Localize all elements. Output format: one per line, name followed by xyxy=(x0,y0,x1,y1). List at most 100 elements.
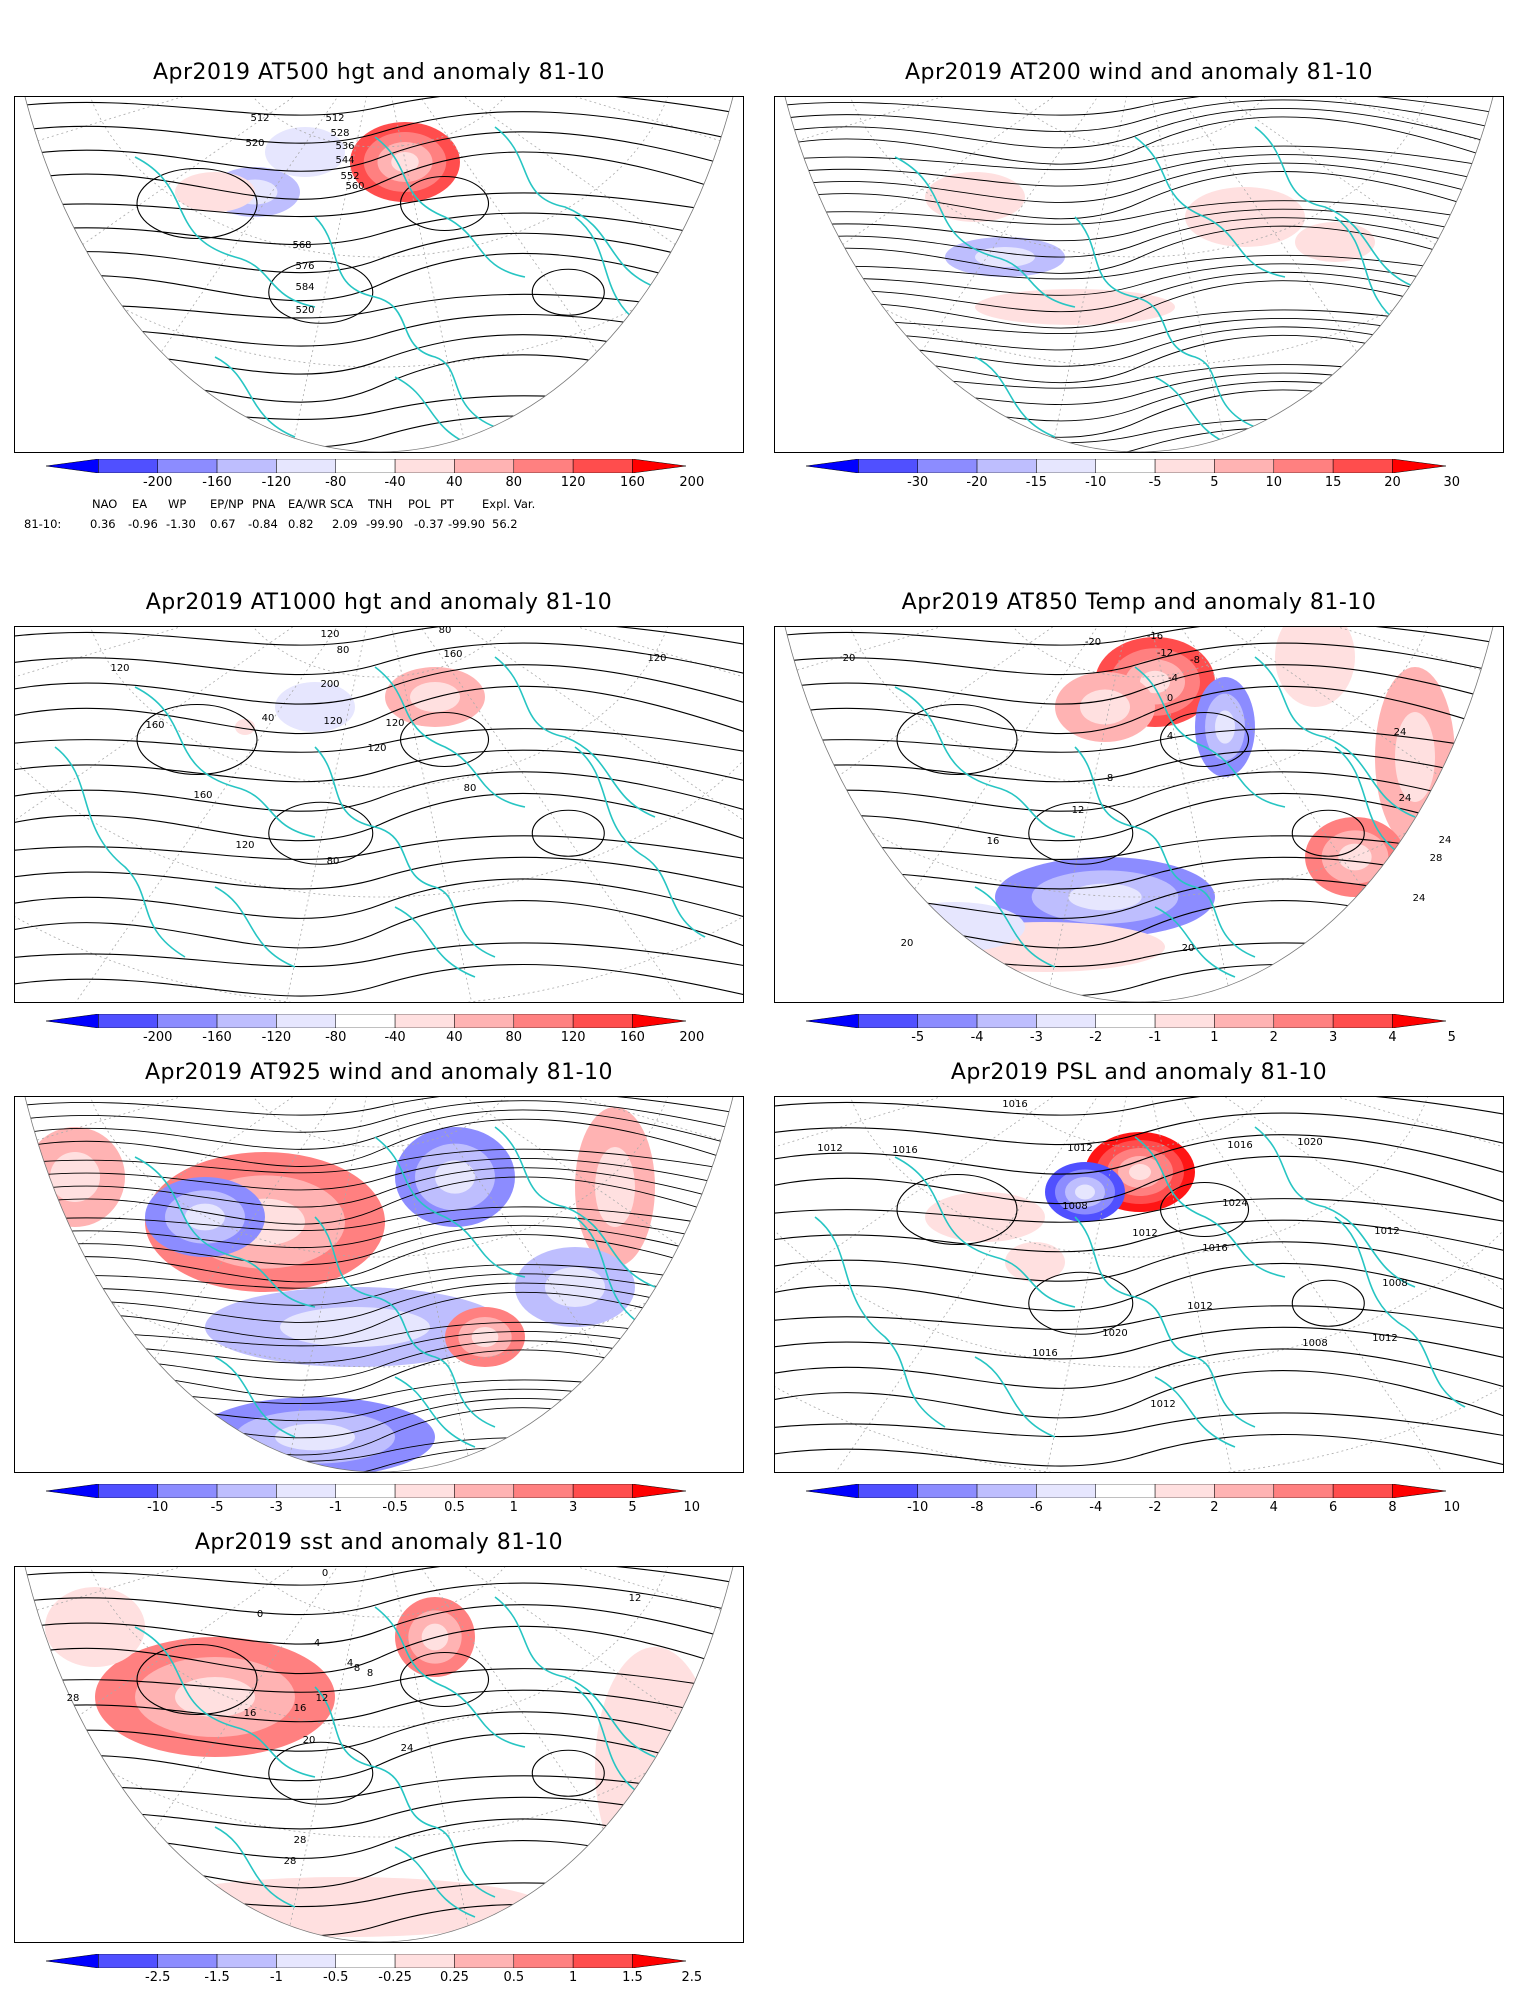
at850-contour-line xyxy=(775,964,1503,998)
tele-value: -0.96 xyxy=(128,517,158,531)
at1000-contour-label: 120 xyxy=(235,840,254,851)
at1000-contour-line xyxy=(15,792,743,842)
at850-contour-label: -20 xyxy=(1085,637,1101,648)
psl-colorbar-tick: 10 xyxy=(1443,1500,1461,1515)
at200-streamline xyxy=(775,372,1503,407)
at925-colorbar-swatch xyxy=(216,1484,277,1498)
psl-colorbar-tick: 8 xyxy=(1388,1500,1397,1515)
at500-contour-label: 528 xyxy=(330,128,349,139)
psl-contour-label: 1016 xyxy=(1202,1243,1227,1254)
at1000-contour-closed xyxy=(531,809,605,857)
sst-contour-label: 4 xyxy=(314,1638,320,1649)
at850-contour-line xyxy=(775,642,1503,677)
at500-colorbar-swatch xyxy=(157,459,218,473)
psl-colorbar-arrow-right xyxy=(1392,1484,1446,1498)
at200-colorbar: -30 -20 -15 -10 -5 5 10 15 20 30 xyxy=(806,459,1460,490)
sst-contour-label: 20 xyxy=(303,1735,316,1746)
at1000-coastline xyxy=(574,746,706,938)
psl-contour-label: 1016 xyxy=(1227,1140,1252,1151)
at500-colorbar-tick: -120 xyxy=(261,475,292,490)
psl-anomaly-shade xyxy=(925,1192,1045,1242)
at200-map-svg xyxy=(775,97,1503,452)
at200-streamline xyxy=(775,108,1503,150)
psl-contour-label: 1024 xyxy=(1222,1198,1247,1209)
at1000-contour-label: 160 xyxy=(193,790,212,801)
at850-colorbar-swatch xyxy=(917,1014,978,1028)
at1000-meridian xyxy=(464,627,743,821)
at1000-colorbar-swatch xyxy=(454,1014,515,1028)
at1000-colorbar-tick: -40 xyxy=(384,1030,406,1045)
psl-contour-line xyxy=(775,1434,1503,1467)
at1000-contour-line xyxy=(15,878,743,919)
at200-streamline xyxy=(775,145,1503,172)
psl-contour-line xyxy=(775,1097,1503,1116)
at1000-graticule xyxy=(15,916,743,1002)
at925-colorbar-tick: -10 xyxy=(147,1500,169,1515)
at500-contour-line xyxy=(15,395,743,421)
at850-coastline xyxy=(1134,666,1286,808)
sst-contour-label: 8 xyxy=(367,1668,373,1679)
at925-streamline xyxy=(15,1206,743,1232)
sst-map: 0 0 4 8 12 16 16 20 24 28 28 28 12 4 8 xyxy=(14,1566,744,1943)
at850-colorbar-swatch xyxy=(858,1014,918,1028)
at850-coastline xyxy=(814,746,946,958)
at925-colorbar-arrow-right xyxy=(632,1484,686,1498)
at200-colorbar-swatch xyxy=(1154,459,1215,473)
psl-contour-label: 1012 xyxy=(1372,1333,1397,1344)
at200-colorbar-tick: 5 xyxy=(1210,475,1219,490)
at925-colorbar-tick: -0.5 xyxy=(382,1500,408,1515)
at200-colorbar-tick: 30 xyxy=(1443,475,1461,490)
at850-contour-label: -8 xyxy=(1190,655,1200,666)
psl-meridian xyxy=(775,1097,1054,1291)
at850-contour-label: 20 xyxy=(901,938,914,949)
at500-contour-line xyxy=(15,252,743,304)
psl-colorbar-swatch xyxy=(1332,1484,1393,1498)
at850-contour-label: -16 xyxy=(1147,631,1163,642)
at1000-meridian xyxy=(15,627,182,678)
at500-contour-line xyxy=(15,151,743,202)
sst-coastline xyxy=(314,1686,496,1898)
at925-meridian xyxy=(286,1097,380,1472)
sst-anomaly-shade xyxy=(45,1587,145,1667)
psl-meridian xyxy=(775,1097,942,1148)
at850-coastline xyxy=(894,686,1076,838)
sst-colorbar-swatch xyxy=(335,1954,396,1968)
at200-colorbar-swatch xyxy=(976,459,1037,473)
at925-coastline xyxy=(374,1136,526,1278)
at925-meridian xyxy=(15,1097,380,1472)
at1000-colorbar-swatch xyxy=(513,1014,574,1028)
sst-contour-line xyxy=(15,1582,743,1617)
at200-meridian xyxy=(775,97,1140,452)
at200-streamline xyxy=(775,154,1503,188)
psl-contour-label: 1020 xyxy=(1102,1328,1127,1339)
at925-colorbar-tick: -3 xyxy=(269,1500,283,1515)
at925-streamline xyxy=(15,1282,743,1325)
psl-contour-label: 1012 xyxy=(817,1143,842,1154)
at850-contour-line xyxy=(775,749,1503,784)
at850-colorbar-tick: 5 xyxy=(1447,1030,1456,1045)
at925-streamline xyxy=(15,1109,743,1152)
at850-map: -20 -16 -12 -8 -4 0 4 8 12 16 20 20 24 24 24 28 24 20 xyxy=(774,626,1504,1003)
tele-header: POL xyxy=(408,497,431,511)
at850-contour-label: 4 xyxy=(1167,731,1173,742)
at1000-contour-closed xyxy=(136,703,258,776)
sst-colorbar: -2.5 -1.5 -1 -0.5 -0.25 0.25 0.5 1 1.5 2.5 xyxy=(46,1954,702,1985)
sst-contour-closed xyxy=(268,1741,374,1805)
at500-colorbar-swatch xyxy=(513,459,574,473)
at1000-contour-line xyxy=(15,642,743,676)
at1000-colorbar-swatch xyxy=(276,1014,336,1028)
at200-graticule xyxy=(838,97,1440,258)
at850-contour-line xyxy=(775,771,1503,814)
at1000-colorbar: -200 -160 -120 -80 -40 40 80 120 160 200 xyxy=(46,1014,704,1045)
at200-colorbar-tick: 20 xyxy=(1384,475,1401,490)
at850-map-svg: -20 -16 -12 -8 -4 0 4 8 12 16 20 20 24 24 24 28 24 20 xyxy=(775,627,1503,1002)
at850-contour-label: 28 xyxy=(1430,853,1443,864)
psl-contour-label: 1016 xyxy=(1002,1099,1027,1110)
sst-colorbar-tick: -1.5 xyxy=(204,1970,230,1985)
at1000-contour-label: 200 xyxy=(320,679,339,690)
psl-colorbar-swatch xyxy=(917,1484,978,1498)
tele-header: EP/NP xyxy=(210,497,244,511)
sst-colorbar-arrow-left xyxy=(46,1954,99,1968)
at1000-colorbar-swatch xyxy=(157,1014,218,1028)
at200-colorbar-tick: -30 xyxy=(907,475,929,490)
